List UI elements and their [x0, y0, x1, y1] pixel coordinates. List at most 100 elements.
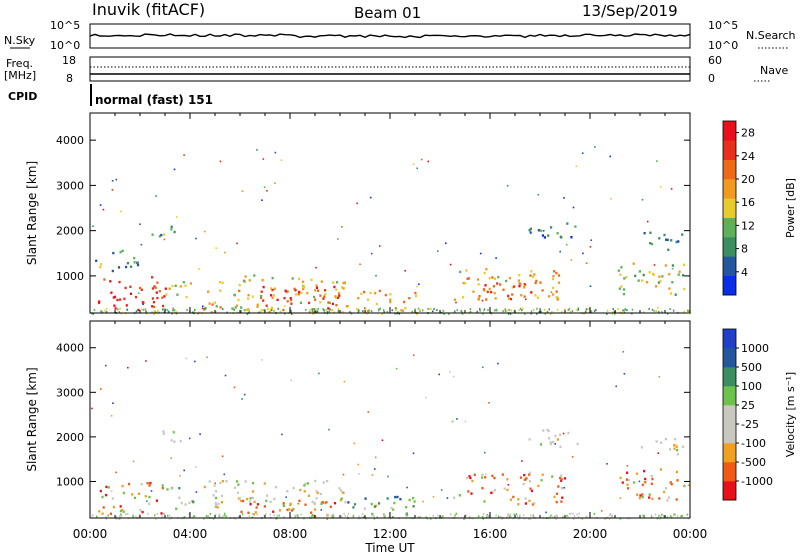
data-cell	[524, 478, 527, 481]
data-cell	[219, 289, 222, 292]
near-range-cell	[381, 313, 383, 315]
near-range-cell	[125, 513, 127, 516]
data-cell	[683, 484, 686, 488]
data-cell	[315, 286, 319, 289]
near-range-cell	[105, 307, 108, 310]
data-cell	[298, 499, 301, 502]
data-cell	[347, 501, 350, 504]
near-range-cell	[153, 310, 156, 313]
data-cell	[119, 509, 122, 513]
near-range-cell	[567, 515, 569, 518]
noise-cell	[261, 359, 263, 361]
data-cell	[247, 294, 250, 297]
data-cell	[534, 281, 537, 285]
data-cell	[244, 275, 247, 278]
data-cell	[293, 287, 296, 291]
noise-cell	[412, 163, 415, 166]
colorbar-tick-label: 100	[741, 380, 762, 393]
data-cell	[506, 478, 509, 481]
near-range-cell	[366, 312, 368, 315]
near-range-cell	[372, 514, 374, 517]
data-cell	[304, 482, 307, 485]
near-range-cell	[518, 517, 520, 520]
near-range-cell	[643, 514, 645, 517]
noise-cell	[594, 146, 596, 148]
noise-cell	[163, 238, 166, 241]
y-axis-label: Slant Range [km]	[25, 367, 39, 471]
data-cell	[342, 281, 345, 285]
near-range-cell	[153, 313, 155, 315]
noise-cell	[112, 402, 114, 404]
near-range-cell	[300, 513, 302, 516]
near-range-cell	[477, 515, 480, 518]
near-range-cell	[564, 308, 566, 311]
noise-cell	[138, 292, 140, 294]
near-range-cell	[573, 515, 576, 518]
data-cell	[161, 304, 165, 308]
data-cell	[306, 291, 309, 295]
data-cell	[394, 495, 397, 499]
data-cell	[529, 227, 532, 230]
data-cell	[252, 490, 255, 493]
near-range-cell	[117, 308, 119, 311]
data-cell	[481, 473, 484, 476]
near-range-cell	[155, 517, 157, 520]
data-cell	[651, 477, 654, 481]
data-cell	[528, 473, 531, 476]
data-cell	[210, 311, 213, 314]
data-cell	[271, 276, 274, 280]
near-range-cell	[120, 513, 122, 516]
data-cell	[635, 472, 639, 475]
near-range-cell	[135, 515, 137, 518]
data-cell	[125, 265, 128, 269]
noise-cell	[281, 433, 283, 436]
noise-cell	[194, 360, 196, 363]
near-range-cell	[622, 309, 624, 312]
data-cell	[535, 279, 538, 283]
data-cell	[518, 282, 521, 285]
data-cell	[496, 282, 499, 285]
near-range-cell	[661, 311, 663, 314]
near-range-cell	[367, 310, 369, 313]
noise-cell	[431, 310, 434, 313]
beam-title: Beam 01	[354, 4, 421, 22]
data-cell	[557, 485, 560, 488]
data-cell	[493, 476, 496, 480]
data-cell	[151, 287, 154, 290]
noise-cell	[529, 471, 531, 474]
data-cell	[641, 493, 644, 496]
near-range-cell	[662, 514, 665, 517]
near-range-cell	[650, 516, 653, 519]
data-cell	[671, 264, 674, 267]
data-cell	[648, 271, 651, 274]
near-range-cell	[521, 309, 523, 312]
data-cell	[110, 291, 113, 294]
data-cell	[218, 281, 222, 284]
near-range-cell	[604, 517, 606, 520]
data-cell	[236, 491, 240, 494]
data-cell	[131, 493, 134, 496]
noise-cell	[445, 242, 447, 244]
data-cell	[682, 274, 685, 277]
data-cell	[270, 306, 273, 309]
near-range-cell	[204, 307, 206, 310]
near-range-cell	[508, 513, 510, 516]
near-range-cell	[312, 514, 314, 516]
near-range-cell	[509, 513, 512, 516]
near-range-cell	[312, 311, 315, 314]
data-cell	[239, 310, 242, 313]
near-range-cell	[660, 516, 662, 518]
data-cell	[560, 487, 563, 490]
data-cell	[179, 439, 182, 443]
colorbar-segment	[723, 462, 736, 482]
data-cell	[528, 438, 531, 441]
noise-cell	[562, 432, 565, 435]
near-range-cell	[550, 514, 552, 517]
data-cell	[553, 270, 556, 273]
data-cell	[307, 494, 310, 497]
data-cell	[162, 430, 165, 433]
near-range-cell	[510, 516, 512, 519]
near-range-cell	[487, 309, 489, 311]
near-range-cell	[296, 514, 299, 517]
